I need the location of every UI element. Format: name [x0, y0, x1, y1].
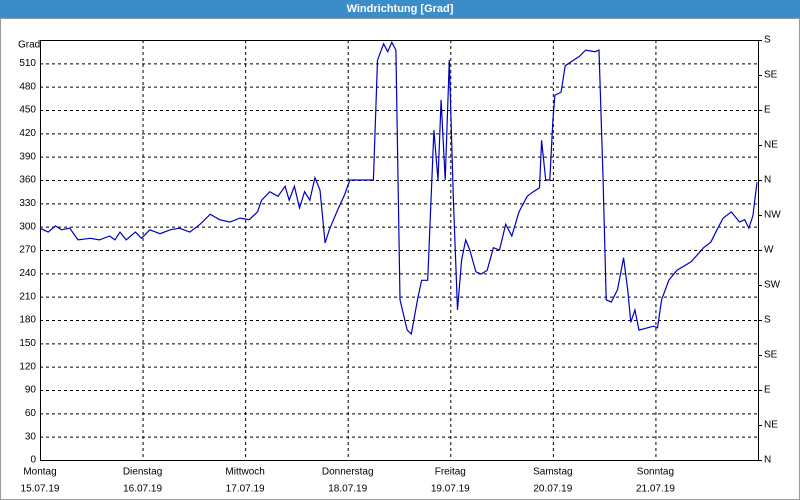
frame [0, 18, 800, 500]
y-tick-label: 150 [19, 338, 36, 349]
y-tick-label: 450 [19, 105, 36, 116]
x-tick-date: 16.07.19 [123, 484, 162, 495]
y-tick-label: 390 [19, 151, 36, 162]
x-tick-label: Montag [23, 467, 56, 478]
x-tick-label: Donnerstag [322, 467, 374, 478]
y-tick-label: 90 [25, 385, 37, 396]
y-tick-label: 210 [19, 291, 36, 302]
x-tick-label: Dienstag [123, 467, 162, 478]
x-tick-label: Samstag [533, 467, 572, 478]
y-tick-label: 0 [30, 455, 36, 466]
y2-tick-label: SE [764, 350, 778, 361]
y2-tick-label: S [764, 315, 771, 326]
x-tick-label: Sonntag [637, 467, 674, 478]
x-tick-label: Freitag [435, 467, 466, 478]
y-tick-label: 300 [19, 221, 36, 232]
y-tick-label: 30 [25, 431, 37, 442]
y-tick-label: 480 [19, 81, 36, 92]
y-tick-label: 360 [19, 175, 36, 186]
y-tick-label: 180 [19, 315, 36, 326]
y2-tick-label: N [764, 175, 771, 186]
y2-tick-label: E [764, 105, 771, 116]
y2-tick-label: SE [764, 70, 778, 81]
y-tick-label: 240 [19, 268, 36, 279]
y2-tick-label: NE [764, 140, 778, 151]
y-tick-label: 120 [19, 361, 36, 372]
x-tick-label: Mittwoch [225, 467, 264, 478]
x-tick-date: 17.07.19 [226, 484, 265, 495]
x-tick-date: 15.07.19 [21, 484, 60, 495]
x-tick-date: 19.07.19 [431, 484, 470, 495]
x-tick-date: 18.07.19 [328, 484, 367, 495]
plot-border [40, 40, 759, 461]
y-tick-label: 330 [19, 198, 36, 209]
y-tick-label: 60 [25, 408, 37, 419]
x-tick-date: 21.07.19 [636, 484, 675, 495]
line [39, 40, 758, 336]
y2-tick-label: N [764, 455, 771, 466]
y2-tick-label: E [764, 385, 771, 396]
y2-tick-label: S [764, 35, 771, 46]
y2-tick-label: NW [764, 210, 781, 221]
y2-tick-label: NE [764, 420, 778, 431]
y2-tick-label: SW [764, 280, 781, 291]
y-tick-label: 510 [19, 58, 36, 69]
x-tick-date: 20.07.19 [533, 484, 572, 495]
y-tick-label: 270 [19, 245, 36, 256]
y2-tick-label: W [764, 245, 774, 256]
title-bar: Windrichtung [Grad] [0, 0, 800, 18]
y-tick-label: 420 [19, 128, 36, 139]
y-axis-label: Grad [18, 40, 40, 51]
